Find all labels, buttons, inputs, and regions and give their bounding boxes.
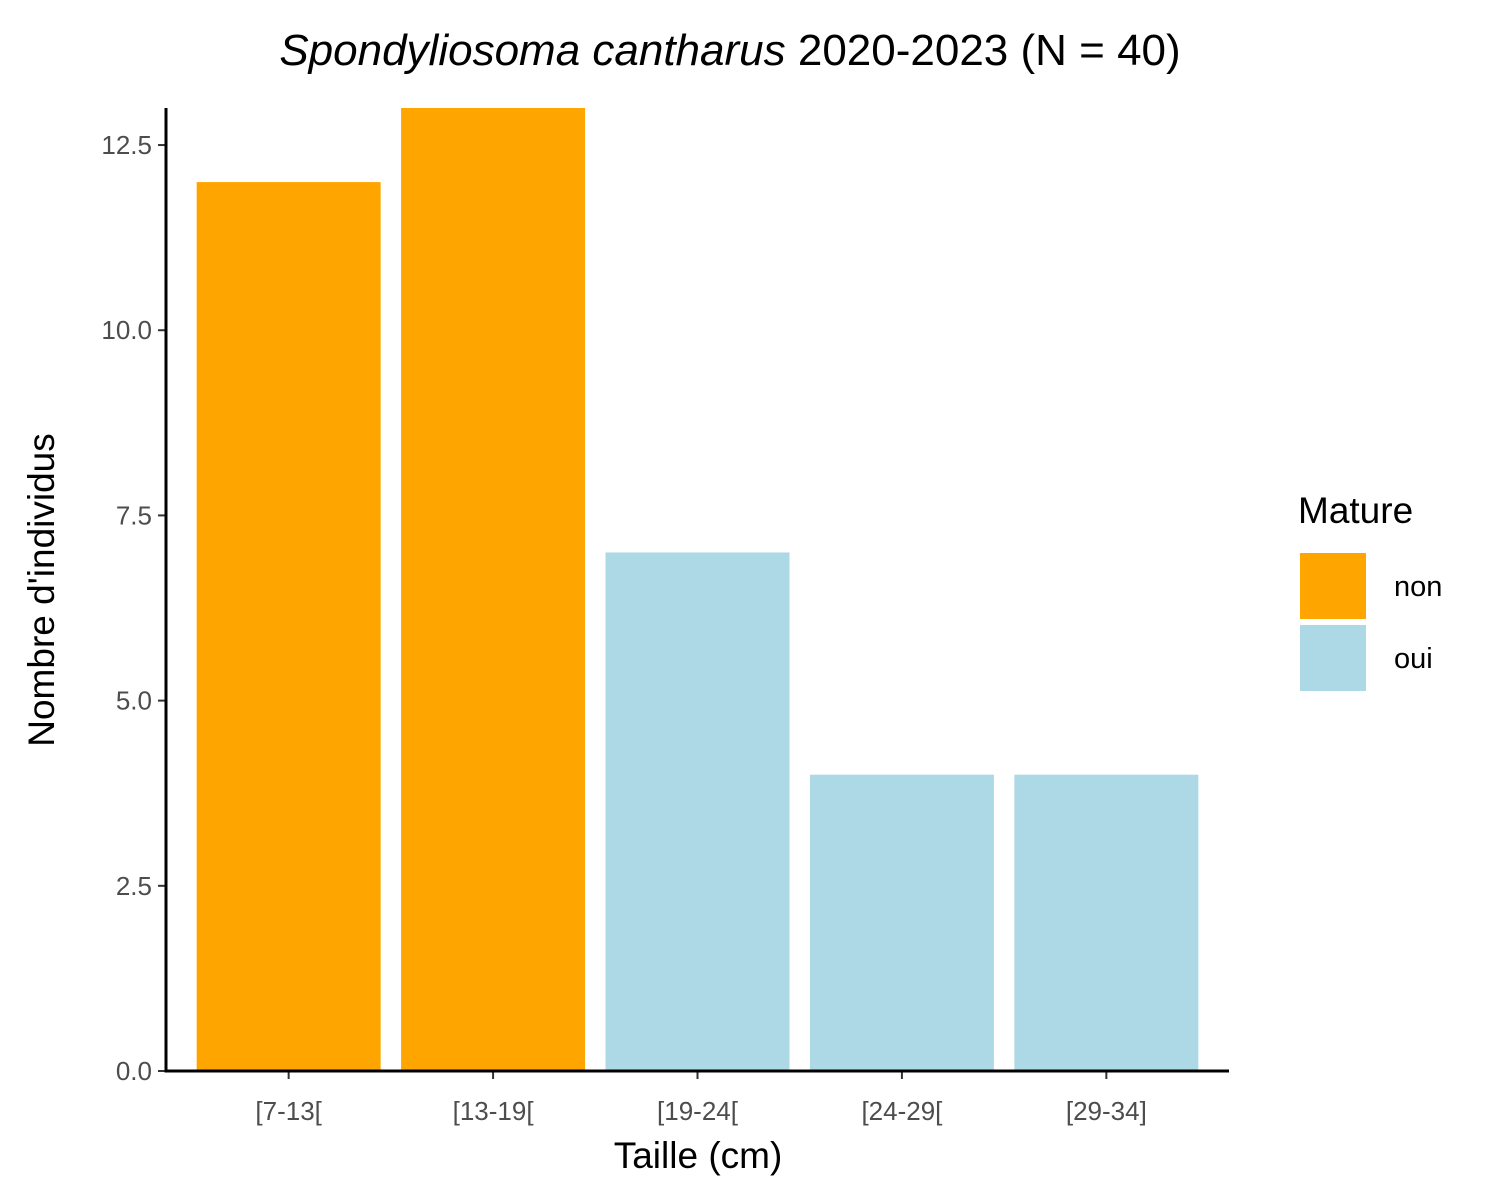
legend-label-non: non	[1394, 571, 1442, 603]
x-axis-title: Taille (cm)	[614, 1135, 783, 1176]
y-tick-label: 12.5	[101, 130, 152, 160]
bar-1	[196, 182, 381, 1071]
y-tick-label: 5.0	[116, 686, 152, 716]
y-axis-ticks: 0.0 2.5 5.0 7.5 10.0 12.5	[101, 130, 166, 1086]
y-tick-label: 2.5	[116, 871, 152, 901]
chart-title: Spondyliosoma cantharus 2020-2023 (N = 4…	[279, 26, 1180, 75]
legend-title: Mature	[1298, 490, 1413, 531]
x-tick-label: [24-29[	[861, 1096, 943, 1126]
bar-2	[401, 108, 586, 1071]
legend: Mature non oui	[1298, 490, 1442, 691]
bar-5	[1014, 774, 1199, 1071]
y-axis-title: Nombre d'individus	[21, 433, 62, 747]
chart-title-rest: 2020-2023 (N = 40)	[786, 26, 1181, 75]
x-tick-label: [19-24[	[657, 1096, 739, 1126]
x-tick-label: [29-34]	[1066, 1096, 1147, 1126]
x-tick-label: [7-13[	[255, 1096, 322, 1126]
bars-group	[196, 108, 1199, 1071]
legend-key-non	[1300, 553, 1366, 619]
x-tick-label: [13-19[	[453, 1096, 535, 1126]
x-axis-ticks: [7-13[ [13-19[ [19-24[ [24-29[ [29-34]	[255, 1071, 1147, 1126]
y-tick-label: 10.0	[101, 315, 152, 345]
bar-3	[605, 552, 790, 1071]
chart-title-species: Spondyliosoma cantharus	[279, 26, 785, 75]
legend-label-oui: oui	[1394, 643, 1433, 675]
y-tick-label: 0.0	[116, 1056, 152, 1086]
bar-4	[809, 774, 994, 1071]
y-tick-label: 7.5	[116, 500, 152, 530]
legend-key-oui	[1300, 625, 1366, 691]
